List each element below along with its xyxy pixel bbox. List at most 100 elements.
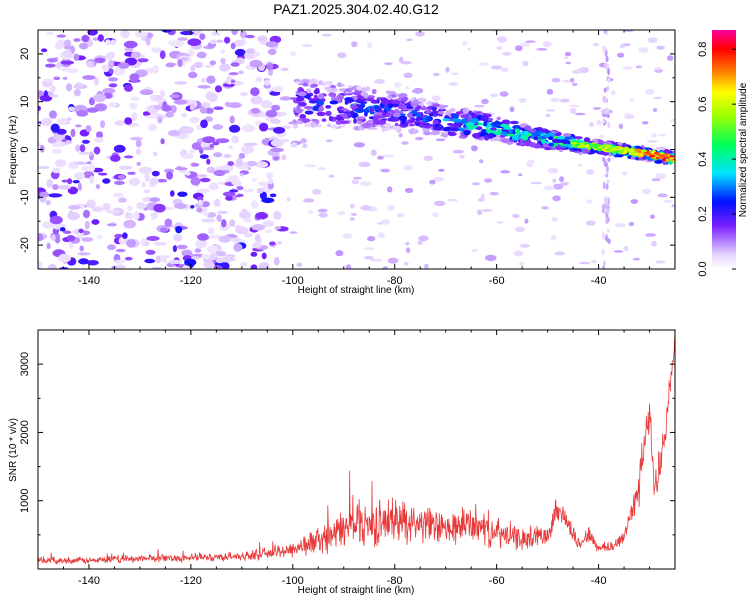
spectrogram-cell [496,46,503,50]
x-tick-label: -60 [489,575,505,587]
spectrogram-cell [551,216,558,222]
spectrogram-cell [401,97,408,103]
spectrogram-cell [325,110,332,117]
spectrogram-cell [451,118,459,123]
spectrogram-cell [301,44,313,47]
spectrogram-cell [216,214,222,223]
spectrogram-cell [603,30,607,34]
colorbar-gradient [712,30,736,269]
spectrogram-cell [318,212,328,218]
spectrogram-cell [558,139,568,144]
spectrogram-cell [524,125,531,129]
spectrogram-cell [102,64,110,73]
spectrogram-cell [572,147,577,152]
spectrogram-cell [587,147,591,150]
spectrogram-cell [231,79,236,83]
spectrogram-cell [129,102,138,110]
spectrogram-cell [213,152,223,158]
spectrogram-cell [262,220,275,227]
spectrogram-cell [239,210,251,219]
spectrogram-cell [606,141,612,145]
spectrogram-cell [610,90,616,95]
spectrogram-cell [536,48,548,51]
spectrogram-cell [555,145,562,150]
spectrogram-cell [259,191,267,200]
spectrogram-cell [447,198,459,202]
spectrogram-cell [623,245,629,252]
spectrogram-cell [159,89,166,98]
spectrogram-cell [94,57,106,64]
spectrogram-cell [484,178,493,183]
spectrogram-cell [127,171,136,175]
spectrogram-cell [177,37,188,41]
spectrogram-cell [49,110,57,119]
spectrogram-cell [385,112,391,118]
spectrogram-cell [527,159,535,165]
spectrogram-cell [635,65,642,69]
spectrogram-cell [629,149,634,152]
spectrogram-cell [667,55,674,61]
spectrogram-cell [241,208,248,214]
spectrogram-cell [175,226,183,234]
spectrogram-cell [296,262,303,267]
spectrogram-cell [51,142,64,148]
spectrogram-cell [136,161,141,166]
spectrogram-cell [38,105,41,111]
spectrogram-cell [84,220,90,230]
spectrogram-cell [61,179,68,183]
spectrogram-cell [213,169,226,177]
spectrogram-cell [168,259,183,265]
spectrogram-cell [378,112,383,116]
spectrogram-cell [190,65,196,72]
spectrogram-cell [522,60,529,67]
spectrogram-cell [247,166,252,171]
x-tick-label: -120 [180,575,202,587]
spectrogram-cell [176,244,188,250]
spectrogram-cell [250,251,258,257]
spectrogram-cell [271,86,284,93]
y-tick-label: 3000 [19,352,31,376]
spectrogram-cell [602,156,606,163]
spectrogram-cell [225,195,233,201]
spectrogram-cell [630,199,638,204]
spectrogram-cell [497,36,507,43]
spectrogram-cell [313,94,318,99]
spectrogram-cell [39,95,53,102]
spectrogram-cell [189,116,200,124]
spectrogram-cell [459,154,465,159]
spectrogram-cell [303,198,315,203]
spectrogram-cell [669,157,674,160]
spectrogram-cell [38,142,41,147]
spectrogram-cell [448,82,459,86]
spectrogram-cell [502,51,512,56]
spectrogram-cell [607,77,611,84]
spectrogram-cell [297,101,307,107]
spectrogram-cell [255,212,269,220]
spectrogram-cell [240,144,255,154]
spectrogram-cell [279,96,292,101]
spectrogram-cell [130,96,140,101]
spectrogram-cell [651,132,657,138]
spectrogram-cell [393,103,399,107]
spectrogram-cell [112,192,124,198]
spectrogram-cell [114,180,125,185]
spectrogram-cell [394,108,400,114]
spectrogram-cell [655,146,667,151]
spectrogram-cell [218,235,232,243]
spectrogram-cell [447,131,453,135]
spectrogram-cell [236,186,244,191]
spectrogram-cell [537,135,547,140]
spectrogram-cell [273,211,282,220]
spectrogram-cell [251,224,266,231]
spectrogram-cell [329,100,339,105]
spectrogram-cell [477,209,482,216]
spectrogram-cell [368,127,378,130]
spectrogram-cell [552,183,564,190]
spectrogram-cell [94,137,104,143]
spectrogram-cell [646,140,658,143]
spectrogram-cell [637,154,644,158]
spectrogram-cell [199,177,211,183]
spectrogram-cell [573,136,583,140]
spectrogram-cell [58,253,71,263]
spectrogram-cell [134,30,148,38]
